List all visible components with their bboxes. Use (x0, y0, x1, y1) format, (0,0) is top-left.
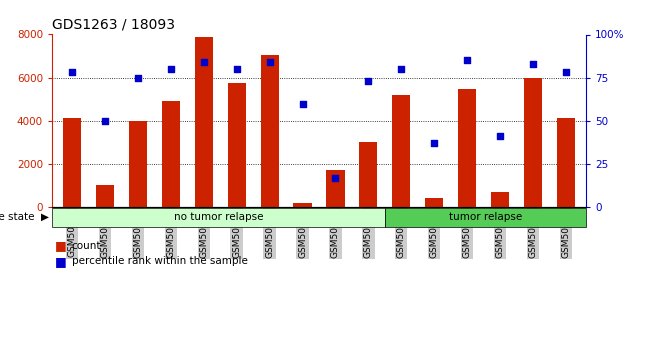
Bar (326, 170, 344, 207)
Bar (425, 198, 443, 207)
Text: disease state  ▶: disease state ▶ (0, 212, 49, 222)
Point (561, 70, 572, 75)
Bar (228, 83, 245, 207)
Bar (524, 78, 542, 207)
Point (363, 78, 374, 84)
Text: GDS1263 / 18093: GDS1263 / 18093 (52, 18, 175, 32)
Point (231, 66, 242, 72)
Bar (359, 142, 378, 207)
Bar (557, 118, 575, 207)
Point (298, 101, 308, 106)
Bar (458, 89, 477, 207)
Bar (161, 101, 180, 207)
Point (264, 59, 275, 65)
Point (396, 66, 407, 72)
Point (133, 75, 143, 80)
Bar (393, 95, 410, 207)
Bar (491, 192, 509, 207)
Text: ■: ■ (55, 255, 67, 268)
Point (429, 140, 439, 146)
Text: percentile rank within the sample: percentile rank within the sample (72, 256, 247, 266)
Bar (260, 55, 279, 207)
Point (330, 175, 340, 180)
Point (100, 118, 110, 124)
Point (199, 59, 209, 65)
Text: no tumor relapse: no tumor relapse (174, 212, 263, 222)
Bar (129, 121, 147, 207)
Bar (96, 186, 114, 207)
Point (495, 134, 505, 139)
Point (462, 58, 473, 63)
Text: count: count (72, 241, 101, 250)
Point (66, 70, 77, 75)
Text: ■: ■ (55, 239, 67, 252)
Bar (195, 37, 213, 207)
Text: tumor relapse: tumor relapse (449, 212, 522, 222)
Point (165, 66, 176, 72)
Bar (62, 118, 81, 207)
Bar (294, 203, 312, 207)
Point (528, 61, 538, 67)
